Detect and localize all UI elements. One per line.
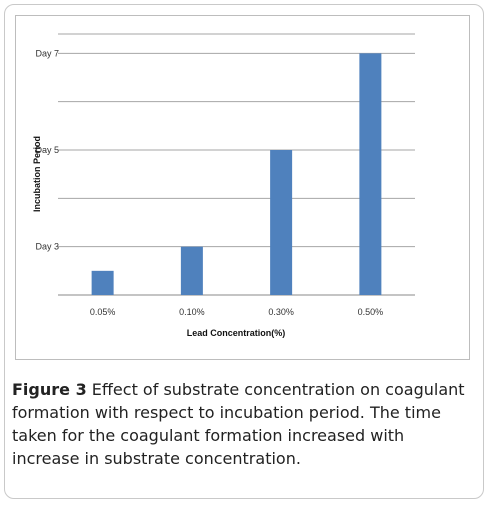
x-tick-label: 0.30% bbox=[268, 307, 294, 317]
bar bbox=[180, 246, 203, 295]
x-axis-title: Lead Concentration(%) bbox=[187, 328, 286, 338]
x-tick-label: 0.10% bbox=[179, 307, 205, 317]
y-tick-label: Day 3 bbox=[35, 242, 59, 252]
bar bbox=[359, 53, 382, 296]
bar-chart: Day 3 Day 5 Day 7 0.05% 0.10% 0.30% 0.50% Lea… bbox=[32, 33, 415, 338]
y-axis-title: Incubation Period bbox=[32, 136, 42, 212]
chart-area bbox=[15, 15, 470, 360]
bar bbox=[91, 270, 114, 295]
caption-text: Effect of substrate concentration on coa… bbox=[12, 380, 465, 468]
gridlines bbox=[58, 33, 415, 296]
y-tick-labels: Day 3 Day 5 Day 7 bbox=[35, 48, 59, 251]
caption-label: Figure 3 bbox=[12, 380, 87, 399]
x-tick-label: 0.50% bbox=[358, 307, 384, 317]
figure-caption: Figure 3 Effect of substrate concentrati… bbox=[12, 378, 474, 470]
y-tick-label: Day 7 bbox=[35, 48, 59, 58]
y-tick-label: Day 5 bbox=[35, 145, 59, 155]
bar bbox=[270, 150, 293, 295]
x-tick-labels: 0.05% 0.10% 0.30% 0.50% bbox=[90, 307, 383, 317]
bars bbox=[91, 53, 382, 296]
x-tick-label: 0.05% bbox=[90, 307, 116, 317]
